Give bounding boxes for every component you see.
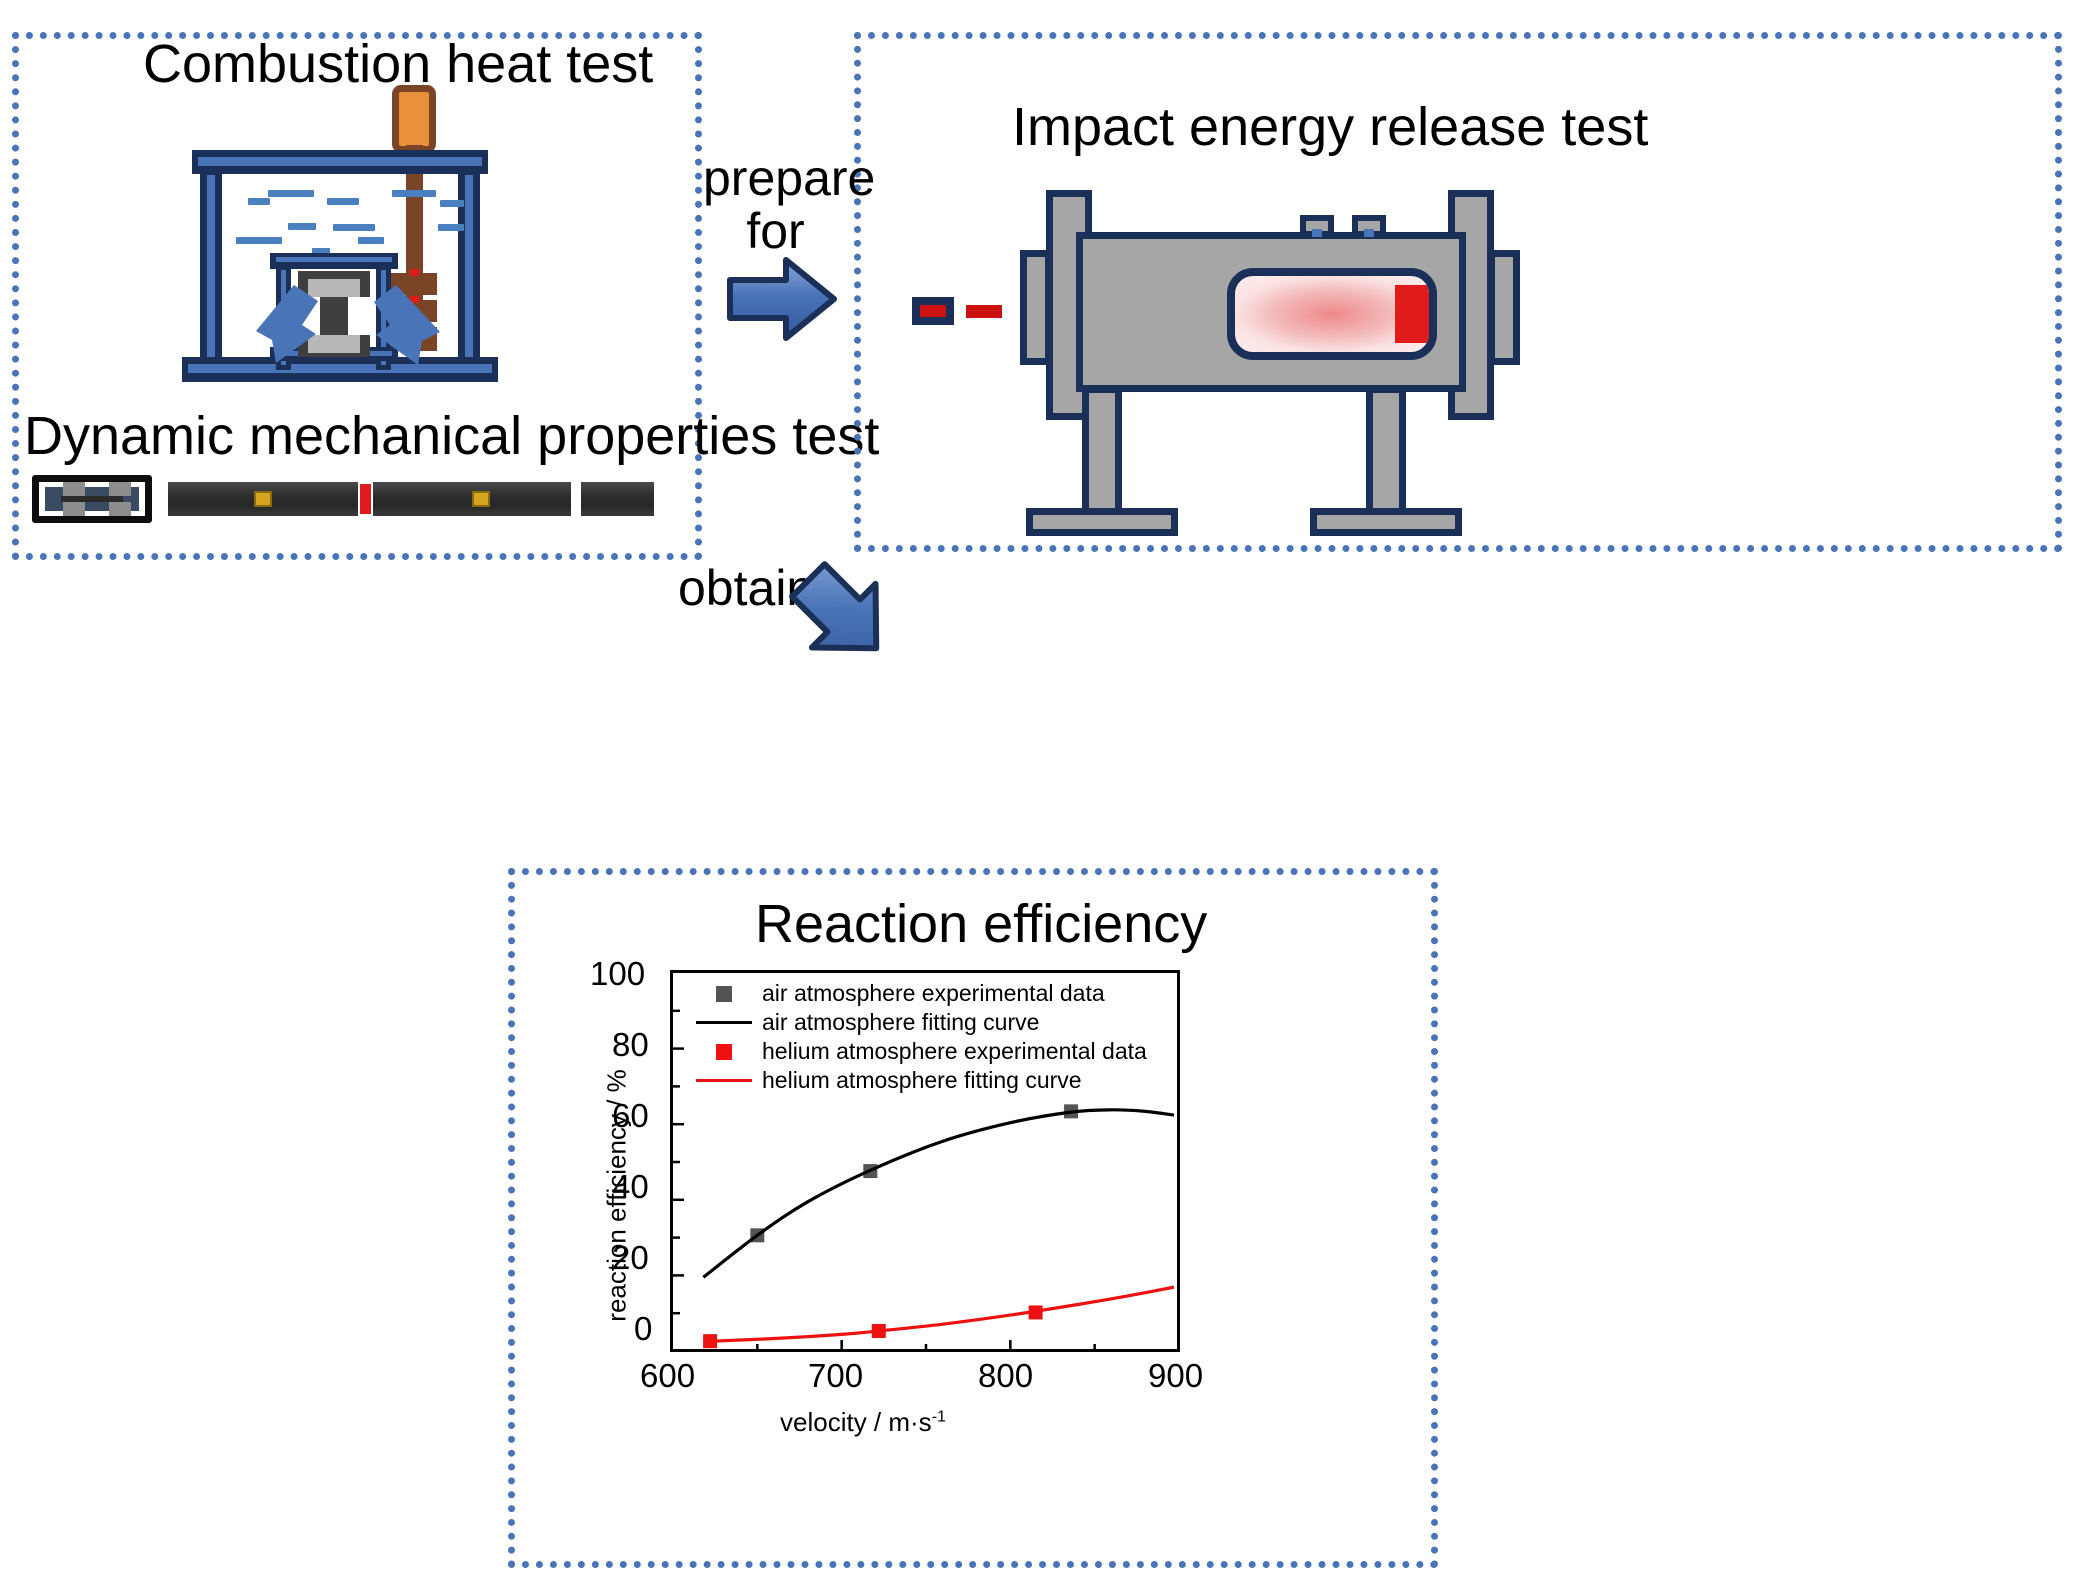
chart-x-axis-title-text: velocity / m·s-1: [780, 1407, 947, 1437]
reaction-glow-window: [1227, 268, 1437, 360]
water-line: [327, 198, 359, 205]
water-line: [333, 224, 375, 231]
chart-x-axis-title: velocity / m·s-1: [780, 1407, 946, 1438]
bomb-calorimeter-illustration: [170, 85, 498, 385]
strain-gauge-incident: [254, 491, 272, 507]
flow-label-prepare-for-line2: for: [746, 202, 805, 259]
rod-block-1: [391, 273, 437, 295]
legend-label: helium atmosphere fitting curve: [762, 1067, 1082, 1093]
calorimeter-right-upright: [458, 170, 480, 370]
bomb-vessel-top: [270, 253, 398, 269]
series-line-helium-atmosphere-fitting-curve: [703, 1285, 1175, 1344]
water-line: [438, 224, 464, 231]
x-tick-label: 900: [1148, 1357, 1204, 1394]
water-line: [440, 200, 464, 207]
heat-flow-arrow-right: [374, 285, 440, 365]
flow-label-prepare-for: prepare for: [703, 150, 876, 259]
arrow-obtain-icon: [789, 561, 880, 652]
water-line: [312, 248, 330, 255]
chamber-leg-right: [1366, 386, 1406, 518]
flow-label-prepare-for-line1: prepare: [703, 150, 876, 206]
y-tick-label: 80: [612, 1026, 649, 1063]
arrow-prepare-for-icon: [727, 257, 837, 341]
legend-marker-square-icon: [692, 985, 756, 1002]
rod-red-band-1: [410, 269, 419, 276]
crucible-notch-right: [348, 297, 370, 335]
legend-label: air atmosphere fitting curve: [762, 1009, 1040, 1035]
legend-item: air atmosphere fitting curve: [692, 1008, 1147, 1037]
x-tick-label: 700: [808, 1357, 864, 1394]
chart-plot-area: [670, 970, 1180, 1352]
water-line: [392, 190, 436, 197]
chamber-leg-left: [1082, 386, 1122, 518]
x-tick-label: 600: [640, 1357, 696, 1394]
gas-gun-icon: [32, 475, 152, 523]
chamber-foot-right: [1310, 508, 1462, 536]
igniter-cap-icon: [392, 85, 436, 153]
water-line: [236, 237, 282, 244]
panel-reaction-efficiency: [508, 868, 1438, 1568]
legend-item: helium atmosphere experimental data: [692, 1037, 1147, 1066]
panel-title-dynamic: Dynamic mechanical properties test: [24, 406, 880, 466]
chamber-knob-right: [1352, 215, 1386, 237]
x-tick-label: 800: [978, 1357, 1034, 1394]
chamber-right-tab: [1488, 250, 1520, 365]
panel-title-combustion: Combustion heat test: [143, 34, 654, 94]
sample-pellet-top: [308, 279, 360, 297]
heat-flow-arrow-left: [256, 285, 318, 363]
chart-svg: [673, 1009, 1175, 1351]
chart-legend: air atmosphere experimental data air atm…: [692, 979, 1147, 1095]
water-line: [288, 223, 316, 230]
water-line: [268, 190, 314, 197]
shpb-apparatus-illustration: [32, 475, 654, 527]
y-tick-label: 100: [590, 955, 646, 992]
panel-title-reaction: Reaction efficiency: [755, 894, 1208, 954]
legend-marker-square-icon: [692, 1043, 756, 1060]
strain-gauge-transmission: [472, 491, 490, 507]
y-tick-label: 0: [634, 1310, 653, 1347]
target-plate: [1395, 285, 1429, 343]
y-tick-label: 20: [612, 1239, 649, 1276]
legend-marker-line-icon: [692, 1079, 756, 1082]
impact-chamber-illustration: [1020, 190, 2040, 545]
chamber-foot-left: [1026, 508, 1178, 536]
rod-red-band-2: [410, 296, 419, 303]
specimen: [360, 484, 371, 514]
flow-label-obtain: obtain: [678, 560, 815, 616]
sample-pellet-bottom: [308, 335, 360, 353]
panel-title-impact: Impact energy release test: [1012, 97, 1649, 157]
chamber-knob-left: [1300, 215, 1334, 237]
y-tick-label: 40: [612, 1168, 649, 1205]
reaction-efficiency-chart: reaction efficiency / % 100 80 60 40 20 …: [590, 955, 1390, 1535]
series-line-air-atmosphere-fitting-curve: [702, 1108, 1175, 1279]
calorimeter-bottom-beam: [182, 357, 498, 382]
absorber-bar: [581, 482, 654, 516]
water-line: [248, 198, 270, 205]
legend-item: air atmosphere experimental data: [692, 979, 1147, 1008]
panel-impact: [854, 32, 2062, 552]
legend-marker-line-icon: [692, 1021, 756, 1024]
bomb-vessel-right: [376, 265, 391, 370]
y-tick-label: 60: [612, 1097, 649, 1134]
calorimeter-top-beam: [192, 150, 488, 174]
projectile-icon: [912, 297, 954, 325]
panel-combustion-and-dynamic: [12, 32, 702, 560]
legend-label: helium atmosphere experimental data: [762, 1038, 1147, 1064]
calorimeter-left-upright: [200, 170, 222, 370]
legend-item: helium atmosphere fitting curve: [692, 1066, 1147, 1095]
chamber-left-tab: [1020, 250, 1052, 365]
legend-label: air atmosphere experimental data: [762, 980, 1105, 1006]
trajectory-dash: [966, 305, 1002, 318]
water-line: [358, 237, 384, 244]
